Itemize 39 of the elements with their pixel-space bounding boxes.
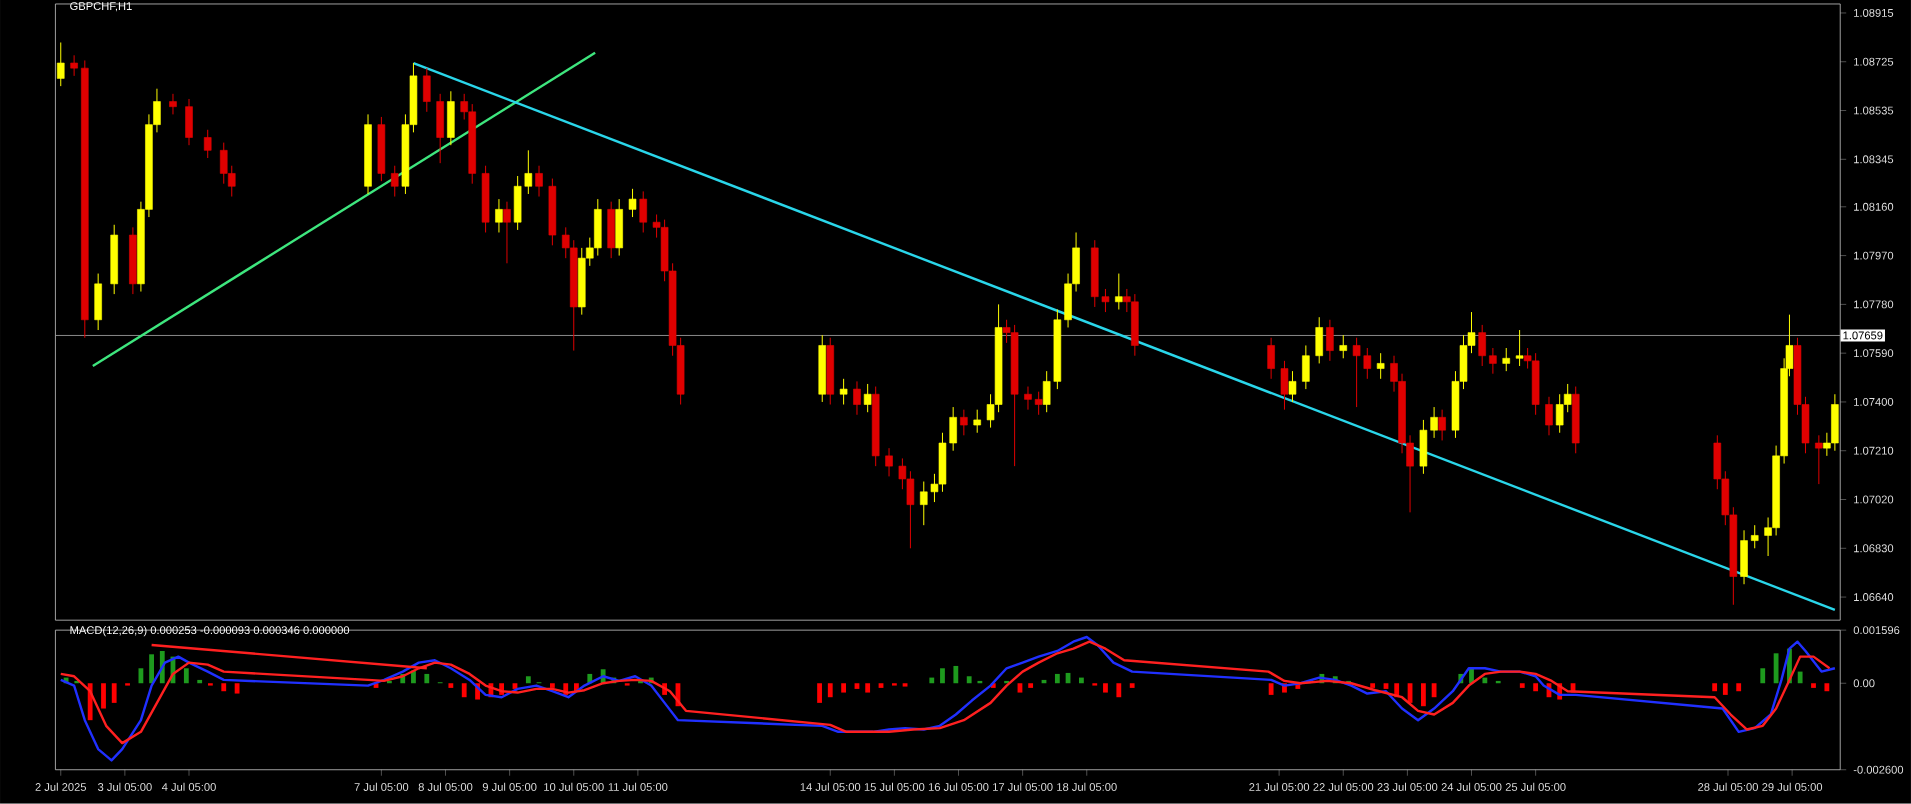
y-tick-label: 1.07590 — [1854, 349, 1894, 358]
x-tick-label: 4 Jul 05:00 — [161, 782, 216, 792]
y-tick-label: 1.07780 — [1854, 300, 1894, 309]
x-tick-label: 22 Jul 05:00 — [1313, 782, 1374, 792]
y-tick-label: 1.08160 — [1854, 203, 1894, 211]
y-tick-label: 1.06640 — [1854, 593, 1894, 602]
x-tick-label: 18 Jul 05:00 — [1057, 782, 1117, 792]
y-tick-label: 1.08345 — [1854, 155, 1894, 164]
x-tick-label: 3 Jul 05:00 — [98, 782, 152, 792]
x-tick-label: 14 Jul 05:00 — [800, 782, 861, 792]
x-tick-label: 10 Jul 05:00 — [544, 782, 604, 792]
y-tick-label: 1.06830 — [1854, 544, 1894, 553]
x-tick-label: 21 Jul 05:00 — [1249, 782, 1310, 792]
x-tick-label: 9 Jul 05:00 — [482, 782, 537, 792]
y-tick-label: -0.002600 — [1853, 765, 1904, 774]
y-tick-label: 1.07020 — [1854, 495, 1894, 504]
x-tick-label: 17 Jul 05:00 — [993, 782, 1053, 792]
y-tick-label: 0.001596 — [1853, 626, 1900, 635]
x-tick-label: 24 Jul 05:00 — [1441, 782, 1502, 792]
y-tick-label: 1.07970 — [1854, 251, 1894, 260]
x-tick-label: 16 Jul 05:00 — [928, 782, 989, 792]
x-tick-label: 8 Jul 05:00 — [418, 782, 473, 792]
y-tick-label: 1.08915 — [1854, 9, 1894, 18]
x-tick-label: 11 Jul 05:00 — [608, 782, 668, 792]
chart-title: GBPCHF,H1 — [70, 2, 132, 12]
ref-line-label: 1.07659 — [1843, 331, 1883, 340]
y-tick-label: 1.08535 — [1854, 106, 1894, 115]
y-tick-label: 1.07400 — [1854, 398, 1894, 407]
x-tick-label: 15 Jul 05:00 — [864, 782, 925, 792]
x-tick-label: 7 Jul 05:00 — [354, 782, 409, 792]
x-tick-label: 2 Jul 2025 — [35, 782, 87, 792]
x-tick-label: 29 Jul 05:00 — [1762, 782, 1823, 792]
y-tick-label: 1.07210 — [1854, 446, 1894, 455]
y-tick-label: 1.08725 — [1854, 57, 1894, 66]
x-tick-label: 23 Jul 05:00 — [1377, 782, 1438, 792]
x-tick-label: 25 Jul 05:00 — [1505, 782, 1566, 792]
y-tick-label: 0.00 — [1853, 679, 1875, 688]
chart-title: MACD(12,26,9) 0.000253 -0.000093 0.000346 0.000000 — [70, 626, 350, 637]
x-tick-label: 28 Jul 05:00 — [1698, 782, 1758, 792]
